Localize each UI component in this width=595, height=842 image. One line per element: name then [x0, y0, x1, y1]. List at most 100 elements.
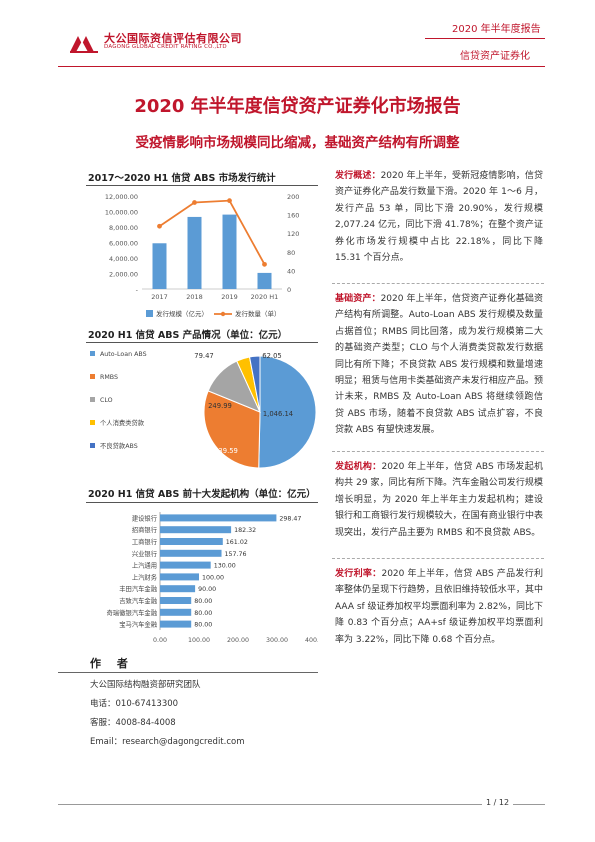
pie-data-label: 79.47 [194, 352, 213, 360]
y-right-tick-label: 120 [287, 230, 299, 238]
x-tick-label: 2018 [186, 293, 203, 301]
issuance-combo-chart: 12,000.00 10,000.00 8,000.00 6,000.00 4,000.… [105, 193, 300, 318]
originator-bar [160, 597, 192, 604]
y-right-tick-label: 80 [287, 249, 295, 257]
bar-value-label: 161.02 [226, 539, 248, 546]
category-label: 宝马汽车金融 [119, 620, 157, 629]
pie-slice [203, 390, 261, 469]
originator-bar [160, 526, 232, 534]
originator-bar [160, 538, 223, 545]
bar-value-label: 90.00 [198, 586, 216, 593]
pie-data-label: 1,046.14 [263, 410, 293, 418]
legend-line-label: 发行数量（单） [235, 309, 281, 318]
header-divider [425, 38, 545, 39]
issuance-volume-bar [152, 243, 167, 289]
chart3-title-rule [86, 502, 318, 503]
y-left-tick-label: 4,000.00 [109, 255, 138, 263]
legend-swatch [90, 443, 95, 448]
category-label: 奇瑞徽银汽车金融 [107, 608, 158, 617]
issuance-volume-bar [222, 214, 237, 289]
issuance-count-line [158, 199, 266, 265]
section-divider [332, 451, 544, 452]
x-tick-label: 2020 H1 [251, 293, 279, 301]
category-label: 上汽财务 [132, 572, 158, 581]
x-tick-label: 2019 [221, 293, 238, 301]
y-left-tick-label: - [136, 286, 139, 294]
bar-value-label: 157.76 [225, 551, 247, 558]
chart1-title: 2017～2020 H1 信贷 ABS 市场发行统计 [88, 173, 276, 184]
header-rule [58, 66, 545, 67]
y-left-tick-label: 6,000.00 [109, 240, 138, 248]
originator-bar [160, 608, 192, 616]
chart2-title: 2020 H1 信贷 ABS 产品情况（单位：亿元） [88, 330, 288, 341]
section-keyword: 基础资产： [335, 294, 381, 304]
legend-label: 个人消费类贷款 [100, 418, 145, 427]
bar-value-label: 130.00 [214, 563, 236, 570]
y-left-tick-label: 2,000.00 [109, 271, 138, 279]
x-tick-label: 2017 [151, 293, 168, 301]
bar-value-label: 100.00 [202, 574, 224, 581]
issuance-count-point [227, 198, 232, 204]
legend-bar-swatch [146, 310, 153, 317]
legend-swatch [90, 420, 95, 425]
pie-slice [248, 355, 261, 413]
x-tick-label: 300.00 [266, 637, 288, 644]
header-report-label: 2020 年半年度报告 [452, 24, 541, 35]
section-issuance-overview: 发行概述：2020 年上半年，受新冠疫情影响，信贷资产证券化产品发行数量下滑。2… [335, 168, 543, 266]
y-right-tick-label: 160 [287, 212, 299, 220]
logo-company-english: DAGONG GLOBAL CREDIT RATING CO.,LTD [104, 44, 227, 50]
category-label: 工商银行 [132, 537, 158, 546]
author-service: 客服：4008-84-4008 [90, 718, 176, 728]
section-divider [332, 558, 544, 559]
category-label: 丰田汽车金融 [119, 584, 157, 593]
section-underlying-assets: 基础资产：2020 年上半年，信贷资产证券化基础资产结构有所调整。Auto-Lo… [335, 291, 543, 439]
issuance-count-point [262, 261, 267, 267]
pie-slice [258, 355, 317, 469]
page-subtitle: 受疫情影响市场规模同比缩减，基础资产结构有所调整 [135, 135, 460, 151]
section-text: 2020 年上半年，信贷资产证券化基础资产结构有所调整。Auto-Loan AB… [335, 294, 543, 436]
section-issuance-rates: 发行利率：2020 年上半年，信贷 ABS 产品发行利率整体仍呈现下行趋势，且依… [335, 566, 543, 648]
legend-bar-label: 发行规模（亿元） [156, 309, 208, 318]
bar-value-label: 80.00 [194, 622, 212, 629]
originator-bar [160, 549, 222, 557]
bar-value-label: 80.00 [194, 598, 212, 605]
category-label: 上汽通用 [132, 561, 157, 570]
y-right-tick-label: 0 [287, 286, 291, 294]
section-text: 2020 年上半年，信贷 ABS 产品发行利率整体仍呈现下行趋势，且依旧维持较低… [335, 569, 544, 645]
category-label: 兴业银行 [132, 549, 158, 558]
section-divider [332, 283, 544, 284]
chart1-title-rule [86, 185, 318, 186]
bar-value-label: 80.00 [194, 610, 212, 617]
bar-value-label: 182.32 [234, 527, 256, 534]
author-email[interactable]: Email：research@dagongcredit.com [90, 737, 245, 747]
legend-swatch [90, 374, 95, 379]
legend-swatch [90, 397, 95, 402]
section-originators: 发起机构：2020 年上半年，信贷 ABS 市场发起机构共 29 家，同比有所下… [335, 459, 543, 541]
originator-bar [160, 585, 196, 593]
legend-label: CLO [100, 397, 113, 404]
header-category-label: 信贷资产证券化 [460, 51, 530, 62]
issuance-count-point [157, 223, 162, 229]
legend-swatch [90, 351, 95, 356]
section-keyword: 发行概述： [335, 171, 381, 181]
y-left-tick-label: 8,000.00 [109, 224, 138, 232]
originator-bar [160, 561, 211, 569]
issuance-volume-bar [257, 272, 272, 289]
pie-data-label: 249.99 [208, 402, 232, 410]
section-keyword: 发行利率： [335, 569, 382, 579]
legend-line-marker [220, 311, 226, 317]
chart3-title: 2020 H1 信贷 ABS 前十大发起机构（单位：亿元） [88, 489, 316, 500]
dagong-logo-icon [70, 36, 98, 53]
issuance-count-point [192, 200, 197, 205]
y-right-tick-label: 40 [287, 267, 295, 275]
legend-label: RMBS [100, 374, 118, 381]
originator-bar [160, 620, 192, 628]
logo-company-name: 大公国际资信评估有限公司 [104, 32, 242, 45]
category-label: 招商银行 [132, 525, 158, 534]
originator-bar [160, 514, 277, 522]
pie-data-label: 62.05 [262, 352, 281, 360]
legend-label: 不良贷款ABS [100, 441, 138, 450]
y-left-tick-label: 10,000.00 [105, 209, 138, 217]
category-label: 建设银行 [132, 513, 158, 522]
